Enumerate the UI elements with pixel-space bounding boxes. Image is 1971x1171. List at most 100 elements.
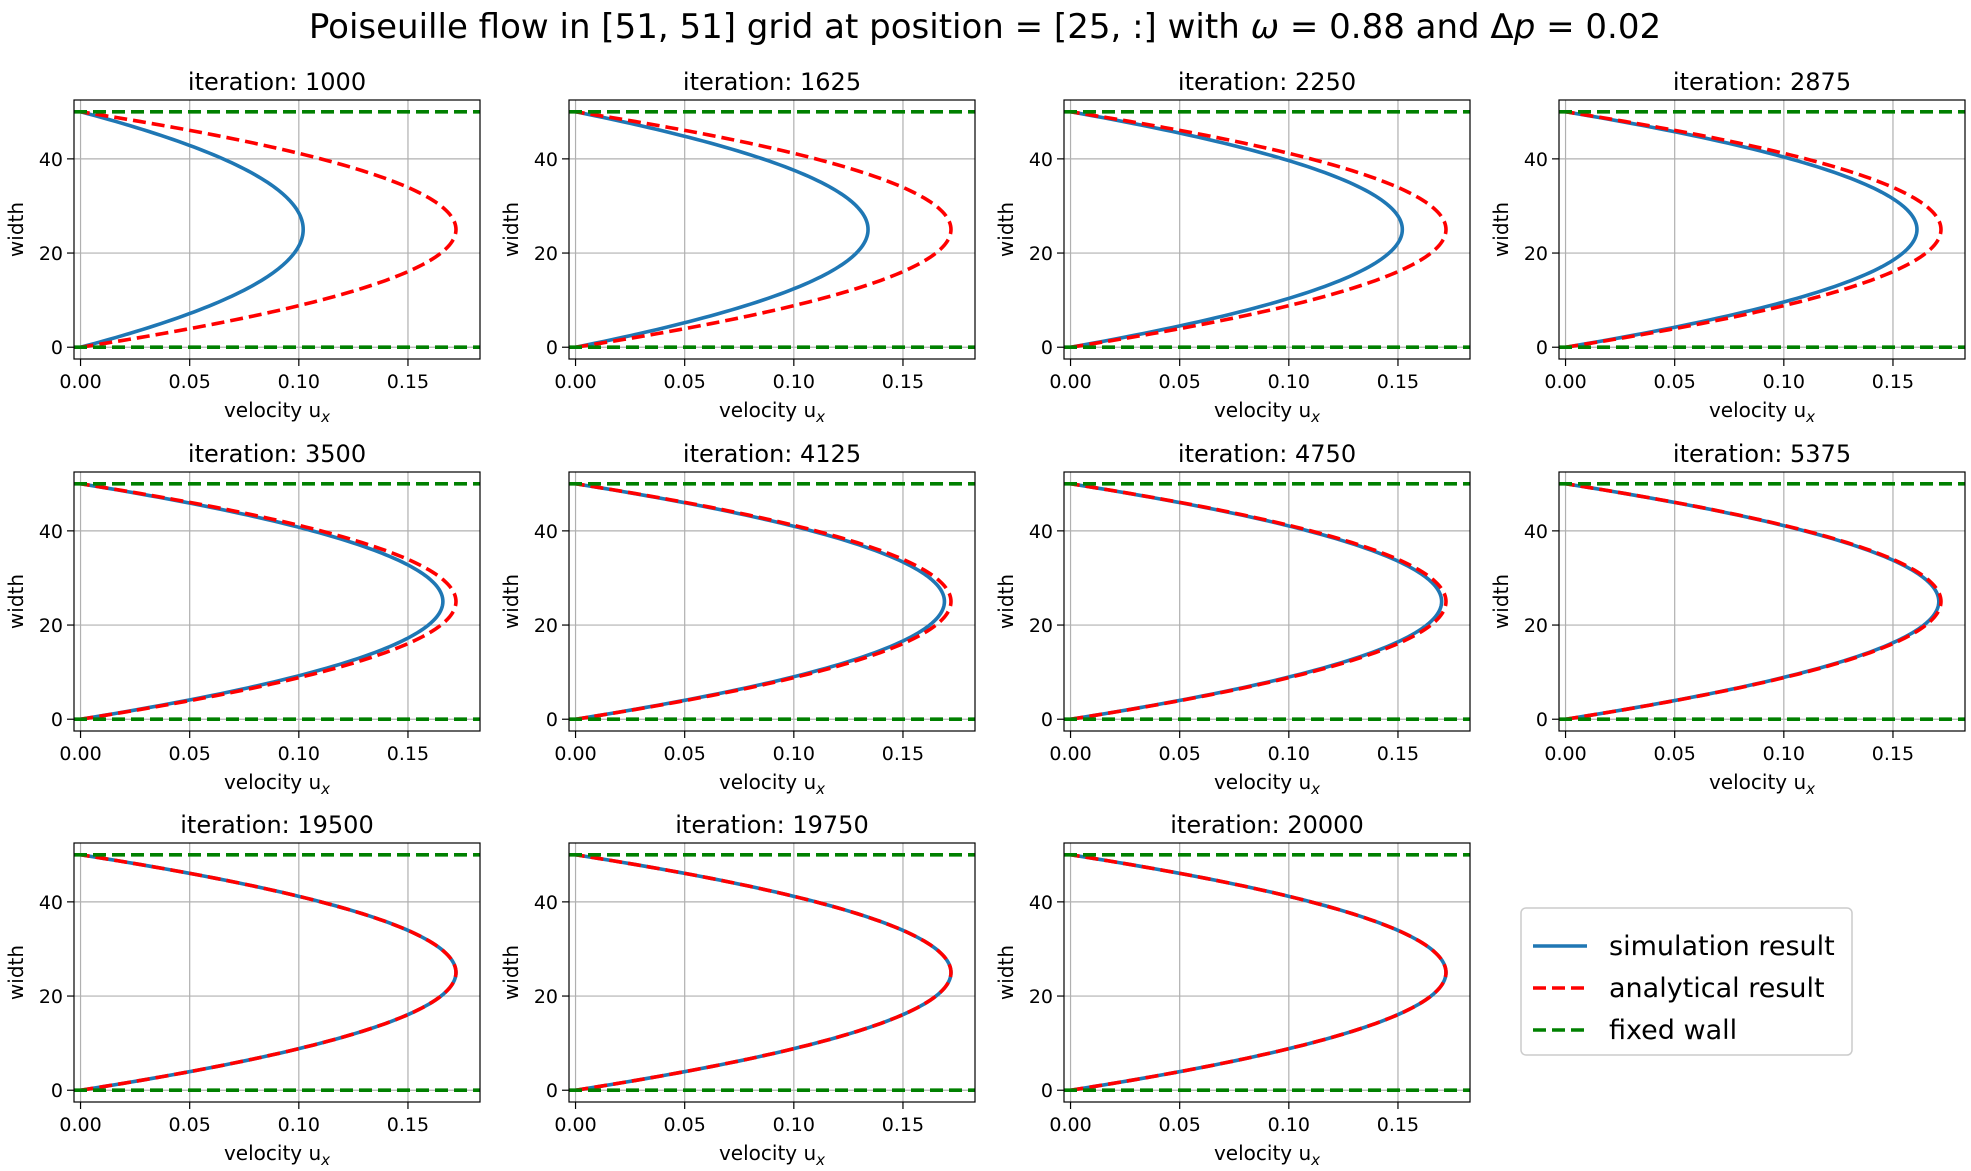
- y-tick-label: 20: [1029, 986, 1053, 1008]
- x-tick-label: 0.15: [1377, 743, 1419, 765]
- y-tick-label: 20: [39, 986, 63, 1008]
- analytical-curve: [1070, 109, 1448, 350]
- x-tick-label: 0.10: [278, 371, 320, 393]
- plot-area: [74, 481, 480, 722]
- x-tick-label: 0.10: [1268, 371, 1310, 393]
- analytical-curve: [1565, 481, 1943, 722]
- x-tick-label: 0.15: [1377, 371, 1419, 393]
- panel-6: iteration: 4125 0.00 0.05 0.10 0.15 0 20 40 velo…: [499, 440, 976, 798]
- simulation-curve: [1565, 109, 1919, 350]
- axes-frame: [1063, 842, 1471, 1103]
- panel-title: iteration: 2875: [1673, 68, 1851, 96]
- x-tick-label: 0.05: [169, 371, 211, 393]
- axes-frame: [568, 842, 976, 1103]
- x-tick-label: 0.15: [387, 371, 429, 393]
- analytical-curve: [80, 481, 458, 722]
- y-axis-label: width: [994, 202, 1018, 257]
- panel-title: iteration: 2250: [1178, 68, 1356, 96]
- analytical-curve: [80, 109, 458, 350]
- x-tick-label: 0.10: [773, 1114, 815, 1136]
- x-tick-label: 0.05: [664, 743, 706, 765]
- x-axis-label: velocity ux: [1214, 398, 1320, 426]
- plot-area: [1559, 109, 1965, 350]
- y-axis-label: width: [994, 574, 1018, 629]
- x-tick-label: 0.05: [1654, 743, 1696, 765]
- axes-frame: [568, 99, 976, 360]
- y-tick-label: 40: [1029, 892, 1053, 914]
- y-tick-label: 0: [546, 1080, 558, 1102]
- x-tick-label: 0.10: [278, 743, 320, 765]
- y-tick-label: 20: [39, 243, 63, 265]
- x-axis-label-subscript: x: [1310, 780, 1320, 798]
- x-tick-label: 0.05: [1159, 743, 1201, 765]
- y-axis-label: width: [4, 574, 28, 629]
- x-axis-label-subscript: x: [1805, 780, 1815, 798]
- y-tick-label: 20: [1029, 243, 1053, 265]
- plot-area: [569, 852, 975, 1093]
- y-tick-label: 40: [1524, 521, 1548, 543]
- title-omega-symbol: ω: [1251, 7, 1279, 47]
- panel-title: iteration: 19500: [180, 811, 373, 839]
- x-tick-label: 0.10: [1763, 371, 1805, 393]
- x-tick-label: 0.05: [664, 1114, 706, 1136]
- x-tick-label: 0.10: [773, 371, 815, 393]
- y-tick-label: 40: [534, 892, 558, 914]
- x-axis-label: velocity ux: [1214, 770, 1320, 798]
- x-axis-label: velocity ux: [224, 1141, 330, 1169]
- panel-2: iteration: 1625 0.00 0.05 0.10 0.15 0 20 40 velo…: [499, 68, 976, 426]
- panel-title: iteration: 20000: [1170, 811, 1363, 839]
- x-tick-label: 0.00: [554, 1114, 596, 1136]
- figure-title: Poiseuille flow in [51, 51] grid at posi…: [309, 7, 1661, 47]
- x-axis-label: velocity ux: [719, 1141, 825, 1169]
- x-axis-label-main: velocity u: [1214, 398, 1311, 422]
- x-axis-label-subscript: x: [320, 780, 330, 798]
- x-axis-label-subscript: x: [320, 1151, 330, 1169]
- axes-frame: [1063, 99, 1471, 360]
- x-tick-label: 0.10: [773, 743, 815, 765]
- panel-7: iteration: 4750 0.00 0.05 0.10 0.15 0 20 40 velo…: [994, 440, 1471, 798]
- axes-frame: [73, 842, 481, 1103]
- x-axis-label-subscript: x: [1310, 408, 1320, 426]
- legend: simulation result analytical result fixed …: [1520, 907, 1853, 1056]
- panel-title: iteration: 3500: [188, 440, 366, 468]
- plot-area: [569, 481, 975, 722]
- x-axis-label-main: velocity u: [1709, 770, 1806, 794]
- y-tick-label: 0: [1536, 709, 1548, 731]
- y-tick-label: 20: [534, 615, 558, 637]
- simulation-curve: [1070, 109, 1405, 350]
- simulation-curve: [575, 110, 870, 349]
- y-tick-label: 40: [1029, 521, 1053, 543]
- x-tick-label: 0.10: [278, 1114, 320, 1136]
- x-tick-label: 0.10: [1763, 743, 1805, 765]
- y-tick-label: 40: [1524, 149, 1548, 171]
- x-tick-label: 0.05: [664, 371, 706, 393]
- x-axis-label: velocity ux: [1709, 398, 1815, 426]
- x-tick-label: 0.10: [1268, 1114, 1310, 1136]
- axes-frame: [1558, 99, 1966, 360]
- x-tick-label: 0.00: [1049, 1114, 1091, 1136]
- panel-3: iteration: 2250 0.00 0.05 0.10 0.15 0 20 40 velo…: [994, 68, 1471, 426]
- y-tick-label: 0: [1041, 337, 1053, 359]
- y-tick-label: 20: [39, 615, 63, 637]
- y-tick-label: 0: [1041, 1080, 1053, 1102]
- legend-label: simulation result: [1609, 931, 1835, 962]
- x-tick-label: 0.15: [882, 743, 924, 765]
- x-tick-label: 0.05: [1159, 1114, 1201, 1136]
- x-axis-label: velocity ux: [1709, 770, 1815, 798]
- x-axis-label-subscript: x: [1805, 408, 1815, 426]
- x-tick-label: 0.05: [1654, 371, 1696, 393]
- y-tick-label: 20: [534, 986, 558, 1008]
- y-tick-label: 0: [1536, 337, 1548, 359]
- x-axis-label-main: velocity u: [224, 398, 321, 422]
- plot-area: [569, 109, 975, 350]
- plot-area: [1064, 481, 1470, 722]
- x-axis-label: velocity ux: [719, 398, 825, 426]
- x-tick-label: 0.00: [59, 371, 101, 393]
- x-tick-label: 0.15: [882, 371, 924, 393]
- x-axis-label: velocity ux: [224, 398, 330, 426]
- y-tick-label: 20: [1524, 243, 1548, 265]
- plot-area: [1559, 481, 1965, 722]
- y-axis-label: width: [499, 202, 523, 257]
- y-axis-label: width: [499, 945, 523, 1000]
- panel-5: iteration: 3500 0.00 0.05 0.10 0.15 0 20 40 velo…: [4, 440, 481, 798]
